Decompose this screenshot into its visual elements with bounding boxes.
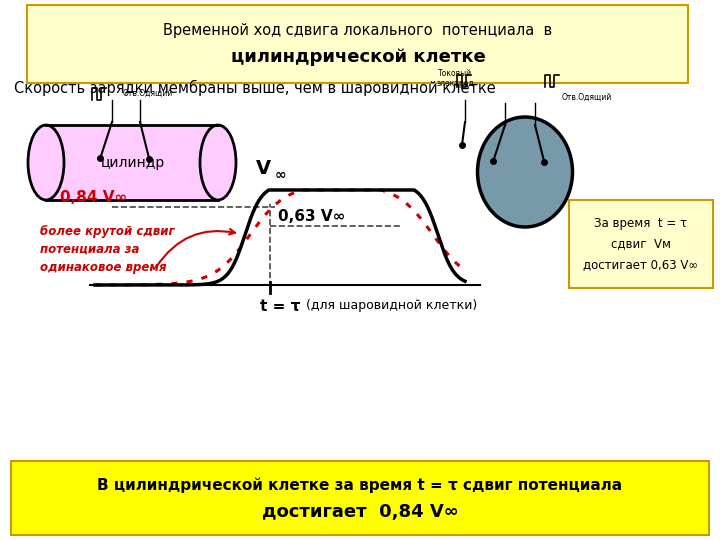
Text: Отв.Одящий: Отв.Одящий (562, 93, 612, 102)
Ellipse shape (28, 125, 64, 200)
Text: За время  t = τ: За время t = τ (595, 217, 688, 230)
Polygon shape (46, 125, 218, 200)
Text: цилиндрической клетке: цилиндрической клетке (230, 48, 485, 66)
Text: t = τ: t = τ (260, 299, 300, 314)
Text: достигает  0,84 V∞: достигает 0,84 V∞ (261, 503, 459, 521)
Ellipse shape (477, 117, 572, 227)
Text: V: V (256, 159, 271, 178)
Text: 0,84 V∞: 0,84 V∞ (60, 190, 127, 205)
Text: Скорость зарядки мембраны выше, чем в шаровидной клетке: Скорость зарядки мембраны выше, чем в ша… (14, 80, 496, 96)
Text: (для шаровидной клетки): (для шаровидной клетки) (302, 299, 477, 312)
FancyBboxPatch shape (27, 5, 688, 83)
Text: достигает 0,63 V∞: достигает 0,63 V∞ (583, 258, 698, 271)
Text: Токовый
электрод: Токовый электрод (436, 69, 474, 88)
Text: Отв.Одящий: Отв.Одящий (123, 89, 173, 98)
FancyBboxPatch shape (569, 200, 713, 288)
Text: Временной ход сдвига локального  потенциала  в: Временной ход сдвига локального потенциа… (163, 23, 552, 37)
Text: сдвиг  Vм: сдвиг Vм (611, 238, 671, 251)
Text: В цилиндрической клетке за время t = τ сдвиг потенциала: В цилиндрической клетке за время t = τ с… (97, 477, 623, 492)
Text: цилиндр: цилиндр (101, 156, 165, 170)
Ellipse shape (200, 125, 236, 200)
Text: 0,63 V∞: 0,63 V∞ (278, 210, 346, 225)
Text: ∞: ∞ (275, 168, 287, 182)
FancyBboxPatch shape (11, 461, 709, 535)
Text: более крутой сдвиг
потенциала за
одинаковое время: более крутой сдвиг потенциала за одинако… (40, 225, 175, 274)
